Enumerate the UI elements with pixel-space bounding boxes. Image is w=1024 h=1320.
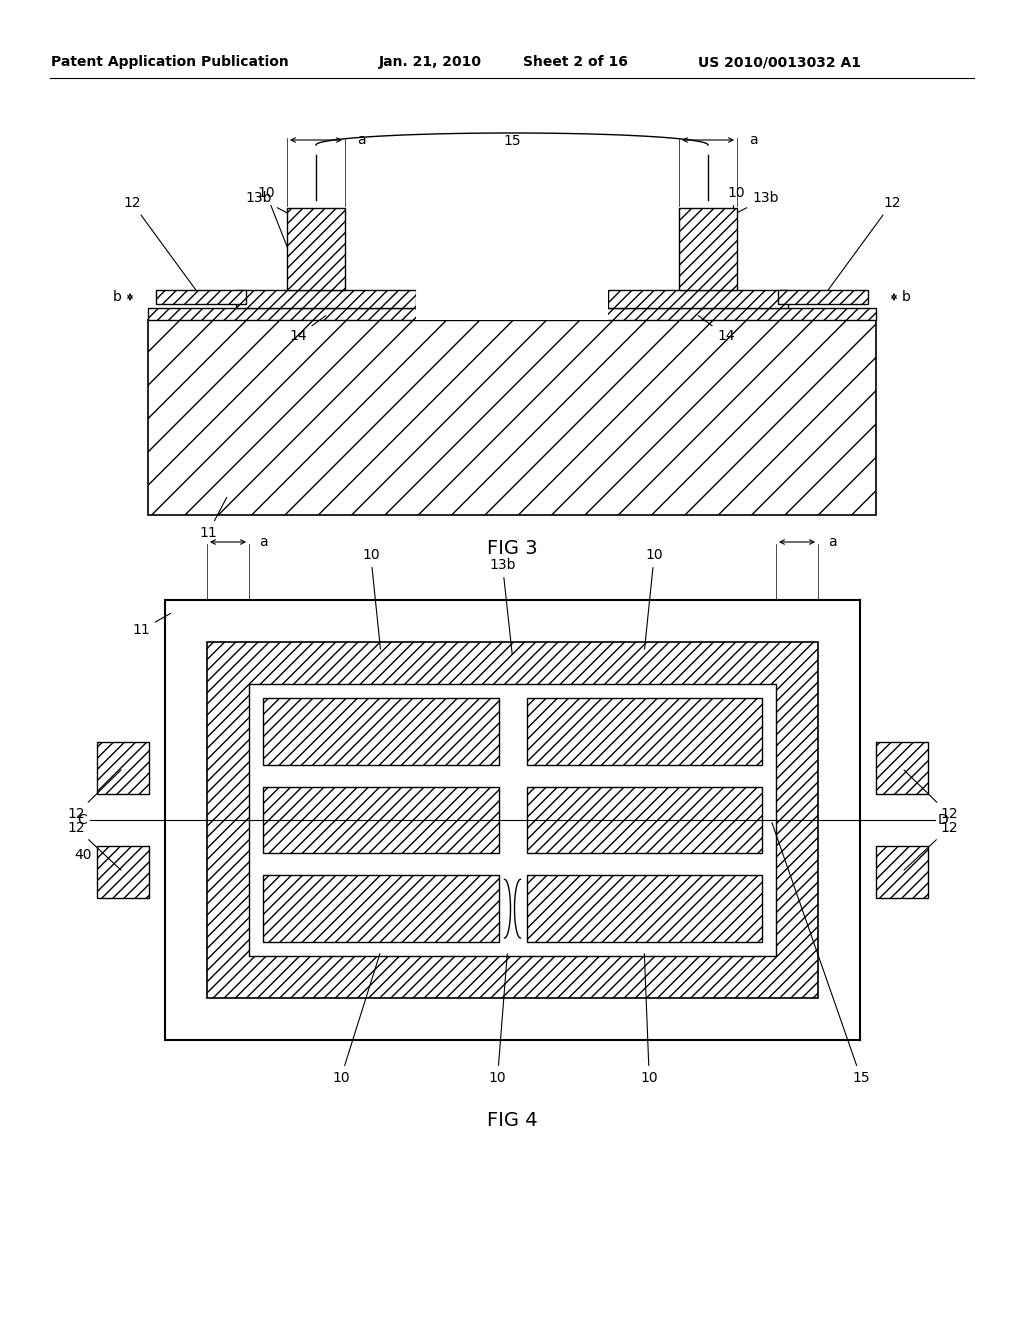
Text: Sheet 2 of 16: Sheet 2 of 16 xyxy=(522,55,628,69)
Text: FIG 4: FIG 4 xyxy=(486,1110,538,1130)
Bar xyxy=(287,209,345,290)
Text: a: a xyxy=(259,535,267,549)
Text: D: D xyxy=(938,813,949,828)
Text: a: a xyxy=(357,133,366,147)
Text: 15: 15 xyxy=(772,822,869,1085)
Text: C: C xyxy=(77,813,87,828)
Bar xyxy=(876,742,928,795)
Bar xyxy=(526,787,762,853)
Bar xyxy=(263,787,499,853)
Bar xyxy=(526,698,762,764)
Text: 12: 12 xyxy=(904,770,957,821)
Text: a: a xyxy=(828,535,837,549)
Text: 15: 15 xyxy=(503,135,521,148)
Text: 13b: 13b xyxy=(246,191,313,227)
Text: b: b xyxy=(902,290,911,304)
Text: 10: 10 xyxy=(640,954,658,1085)
Text: 14: 14 xyxy=(698,315,735,343)
Text: 10: 10 xyxy=(717,186,744,297)
Bar xyxy=(876,846,928,898)
Bar xyxy=(97,742,150,795)
Bar xyxy=(679,209,737,290)
Bar xyxy=(526,875,762,942)
Text: Jan. 21, 2010: Jan. 21, 2010 xyxy=(379,55,481,69)
Text: 12: 12 xyxy=(123,195,200,294)
Bar xyxy=(778,290,868,304)
Text: 40: 40 xyxy=(75,847,92,862)
Bar xyxy=(148,319,876,515)
Text: US 2010/0013032 A1: US 2010/0013032 A1 xyxy=(698,55,861,69)
Bar xyxy=(249,684,776,956)
Bar xyxy=(608,290,788,308)
Bar xyxy=(207,642,818,998)
Text: 12: 12 xyxy=(68,770,121,821)
Text: 12: 12 xyxy=(904,821,957,870)
Text: 10: 10 xyxy=(257,186,307,297)
Text: Patent Application Publication: Patent Application Publication xyxy=(51,55,289,69)
Bar xyxy=(263,698,499,764)
Bar xyxy=(236,290,416,308)
Text: 10: 10 xyxy=(361,548,381,649)
Text: 13b: 13b xyxy=(711,191,778,227)
Bar xyxy=(148,308,876,319)
Text: 10: 10 xyxy=(332,953,380,1085)
Text: 10: 10 xyxy=(488,954,507,1085)
Bar xyxy=(156,290,246,304)
Text: 12: 12 xyxy=(68,821,121,870)
Text: 11: 11 xyxy=(132,614,171,638)
Bar xyxy=(416,308,608,319)
Bar xyxy=(416,290,608,308)
Text: 11: 11 xyxy=(199,498,226,540)
Text: 10: 10 xyxy=(644,548,664,649)
Text: b: b xyxy=(113,290,122,304)
Text: a: a xyxy=(749,133,758,147)
Text: 13b: 13b xyxy=(489,558,516,655)
Text: 12: 12 xyxy=(824,195,901,294)
Bar xyxy=(97,846,150,898)
Bar xyxy=(165,601,860,1040)
Text: 14: 14 xyxy=(289,315,326,343)
Bar xyxy=(263,875,499,942)
Text: FIG 3: FIG 3 xyxy=(486,539,538,557)
